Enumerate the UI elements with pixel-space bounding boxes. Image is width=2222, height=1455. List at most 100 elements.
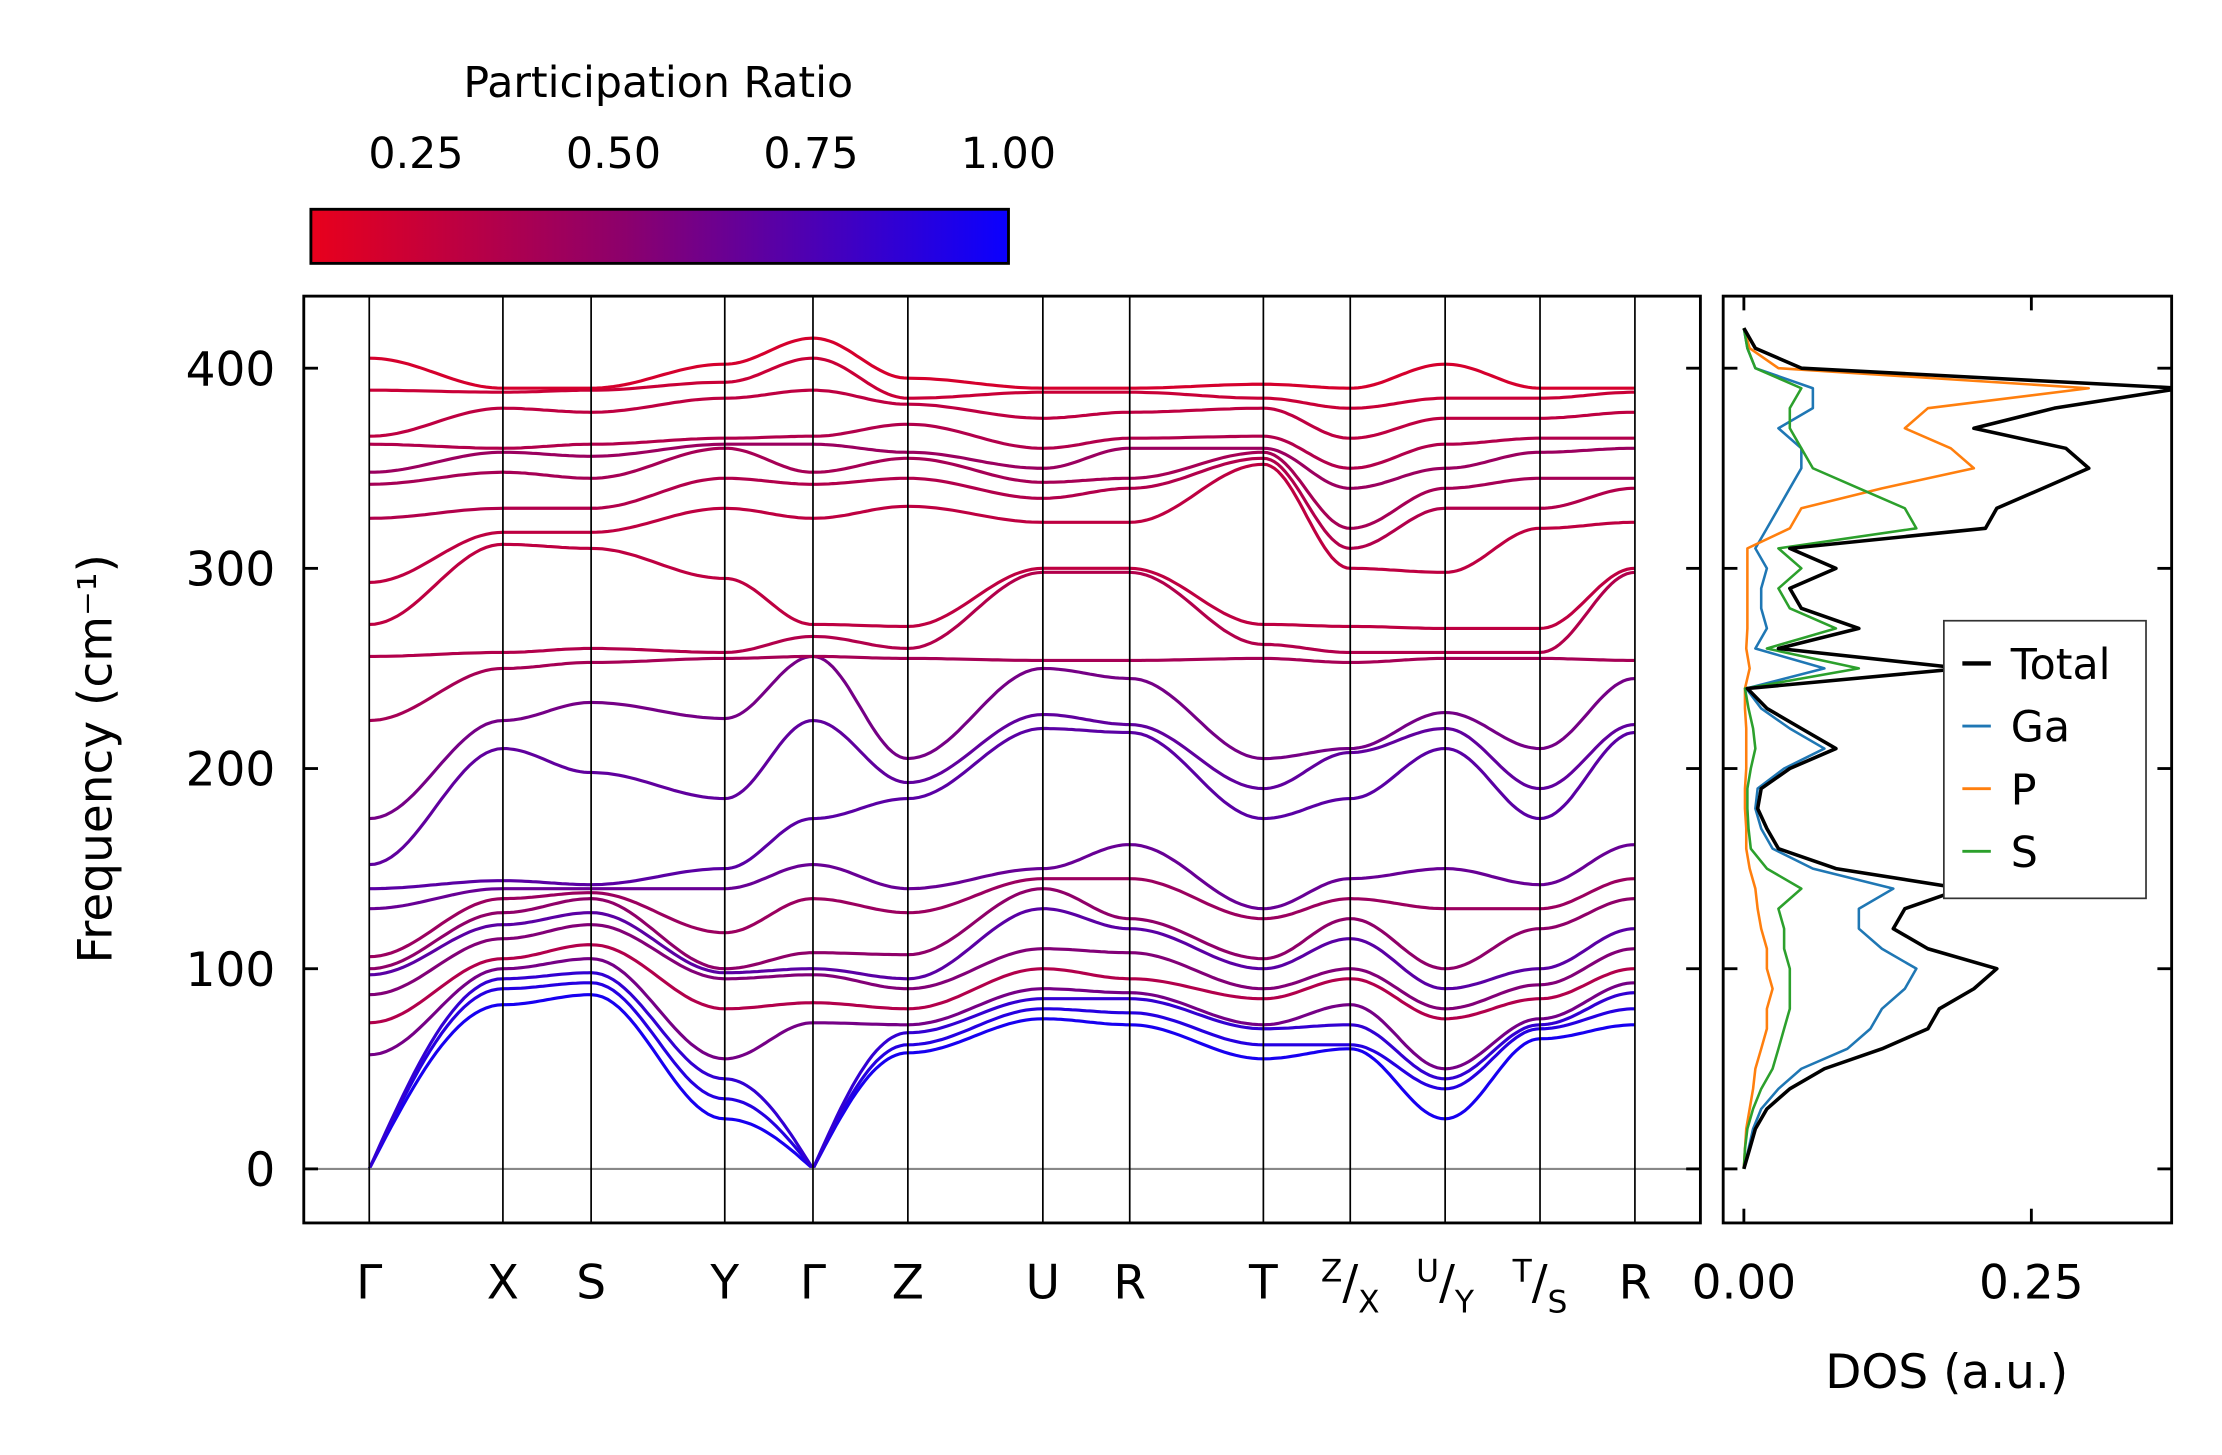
band-segment	[1350, 1023, 1446, 1081]
kpoint-label: T	[1248, 1255, 1278, 1310]
band-segment	[590, 981, 725, 1101]
band-segment	[1263, 622, 1351, 628]
band-segment	[907, 450, 1043, 470]
band-segment	[1350, 466, 1446, 490]
band-segment	[907, 390, 1043, 400]
band-segment	[591, 362, 725, 390]
band-segment	[907, 666, 1043, 761]
band-segment	[907, 504, 1043, 524]
band-segment	[1129, 977, 1264, 1001]
band-segment	[1350, 710, 1446, 751]
band-segment	[1129, 462, 1264, 524]
band-segment	[1350, 967, 1446, 1011]
band-segment	[1129, 656, 1264, 663]
band-segment	[1263, 937, 1351, 971]
band-segment	[502, 981, 592, 991]
band-segment	[590, 993, 725, 1121]
band-segment	[724, 654, 814, 661]
band-segment	[1445, 967, 1541, 991]
band-segment	[724, 951, 814, 971]
band-segment	[813, 476, 908, 486]
band-segment	[367, 977, 504, 1170]
band-segment	[590, 923, 725, 981]
band-segment	[1350, 442, 1446, 470]
band-segment	[1263, 446, 1351, 490]
band-segment	[502, 943, 592, 961]
band-segment	[907, 877, 1043, 915]
band-segment	[907, 726, 1043, 801]
band-segment	[1263, 456, 1351, 550]
band-segment	[591, 442, 725, 458]
band-segment	[1263, 434, 1351, 470]
band-segment	[907, 656, 1043, 663]
band-segment	[1350, 486, 1446, 530]
band-segment	[724, 654, 814, 721]
colorbar-tick-label: 0.25	[368, 129, 463, 179]
band-segment	[591, 656, 725, 665]
colorbar-ticks: 0.25 0.50 0.75 1.00	[368, 129, 1056, 264]
band-segment	[1445, 436, 1540, 446]
band-segment	[1129, 566, 1264, 626]
band-segment	[1263, 656, 1351, 665]
band-segment	[1445, 747, 1541, 821]
band-segment	[1350, 506, 1446, 550]
band-segment	[1539, 981, 1635, 1021]
band-segment	[369, 406, 503, 438]
band-segment	[1042, 987, 1130, 995]
band-segment	[369, 923, 503, 977]
band-segment	[1042, 1007, 1130, 1015]
band-segment	[502, 646, 592, 655]
kpoint-label: R	[1619, 1255, 1652, 1310]
band-segment	[1129, 1011, 1264, 1047]
band-segment	[907, 907, 1043, 981]
band-segment	[1263, 977, 1351, 1001]
band-segment	[1263, 450, 1351, 530]
band-segment	[502, 470, 592, 480]
band-segment	[812, 796, 908, 821]
band-segment	[812, 356, 908, 400]
dos-curves	[1742, 327, 2172, 1170]
band-segment	[369, 937, 504, 997]
band-segment	[813, 622, 908, 628]
band-segment	[1350, 726, 1446, 755]
y-tick-label: 400	[186, 342, 276, 397]
band-segment	[1042, 843, 1130, 871]
band-segment	[724, 506, 814, 520]
band-segment	[1263, 396, 1351, 410]
band-segment	[907, 376, 1043, 390]
kpoint-label: S	[576, 1255, 606, 1310]
kpoint-label: X	[487, 1255, 519, 1310]
band-segment	[591, 646, 725, 655]
band-segment	[1263, 897, 1351, 921]
y-tick-label: 200	[186, 743, 276, 798]
band-segment	[1129, 1023, 1264, 1061]
band-segment	[1445, 867, 1541, 887]
y-tick-label: 0	[245, 1143, 275, 1198]
band-segment	[724, 1097, 815, 1170]
band-segment	[591, 476, 725, 510]
band-segment	[1445, 450, 1540, 470]
band-segment	[1445, 362, 1541, 390]
band-segment	[591, 546, 725, 581]
band-segment	[811, 1043, 908, 1170]
band-segment	[502, 442, 592, 450]
band-segment	[1445, 1017, 1541, 1071]
band-segment	[812, 718, 908, 785]
band-segment	[367, 987, 504, 1170]
kpoint-label: Z	[892, 1255, 924, 1310]
band-segment	[502, 747, 592, 775]
dos-curve-ga	[1742, 327, 1918, 1170]
band-segment	[724, 718, 814, 801]
band-segment	[1042, 907, 1130, 931]
band-segment	[369, 666, 504, 723]
band-segment	[1444, 1037, 1541, 1121]
band-segment	[1445, 1027, 1541, 1091]
band-segment	[367, 1003, 504, 1170]
phonon-bands	[367, 336, 1636, 1171]
band-segment	[369, 506, 503, 520]
band-segment	[1539, 520, 1635, 530]
band-segment	[1129, 997, 1264, 1031]
band-segment	[1350, 747, 1446, 801]
band-segment	[502, 957, 592, 971]
